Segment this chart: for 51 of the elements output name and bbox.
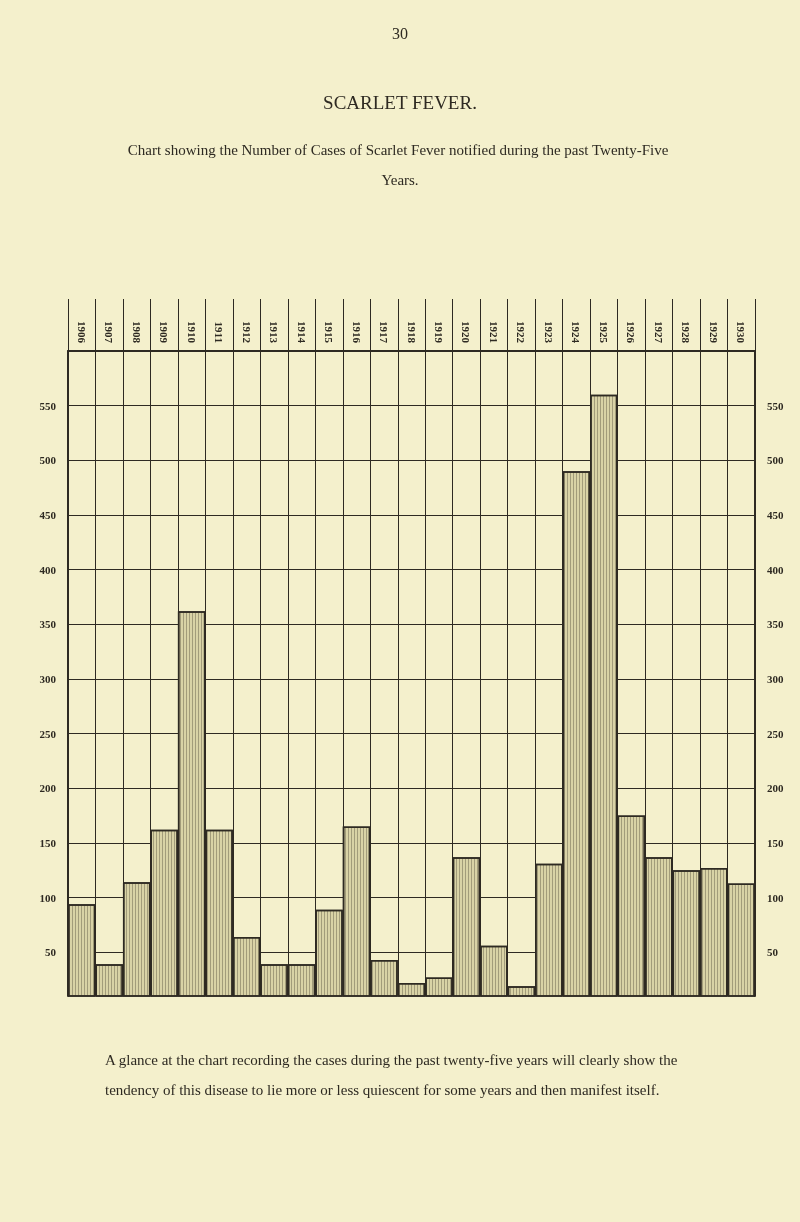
y2-tick-label: 550 — [767, 399, 784, 412]
x-tick-label: 1913 — [268, 321, 281, 344]
x-tick-label: 1923 — [542, 321, 555, 344]
x-tick-label: 1927 — [652, 321, 665, 344]
y-tick-label: 400 — [39, 563, 57, 576]
chart-title: SCARLET FEVER. — [323, 92, 477, 113]
y-tick-label: 250 — [39, 727, 57, 740]
y-tick-label: 350 — [39, 618, 57, 631]
y-tick-label: 500 — [39, 454, 57, 467]
x-tick-label: 1912 — [240, 321, 253, 344]
y2-tick-label: 500 — [767, 454, 784, 467]
y2-tick-label: 450 — [767, 508, 784, 521]
y-tick-label: 300 — [39, 672, 57, 685]
x-tick-label: 1920 — [460, 321, 473, 344]
y-tick-label: 100 — [39, 891, 57, 904]
x-tick-label: 1907 — [103, 321, 116, 344]
y2-tick-label: 150 — [767, 836, 784, 849]
x-tick-label: 1908 — [130, 321, 143, 344]
x-tick-label: 1922 — [515, 321, 528, 344]
x-tick-label: 1930 — [735, 321, 748, 344]
x-tick-label: 1917 — [378, 321, 391, 344]
x-tick-label: 1918 — [405, 321, 418, 344]
x-tick-label: 1926 — [625, 321, 638, 344]
x-tick-label: 1915 — [323, 321, 336, 344]
y2-tick-label: 300 — [767, 672, 784, 685]
y-tick-label: 200 — [39, 782, 57, 795]
x-tick-label: 1924 — [570, 321, 583, 344]
x-tick-label: 1909 — [158, 321, 171, 344]
x-tick-label: 1914 — [295, 321, 308, 344]
y2-tick-label: 400 — [767, 563, 784, 576]
y-tick-label: 450 — [39, 508, 57, 521]
x-tick-label: 1906 — [75, 321, 88, 344]
x-tick-label: 1919 — [432, 321, 445, 344]
y2-tick-label: 100 — [767, 891, 784, 904]
y-tick-label: 550 — [39, 399, 57, 412]
x-tick-label: 1925 — [597, 321, 610, 344]
chart-subtitle: Chart showing the Number of Cases of Scarlet Fever notified during the past Twenty-Five Years. — [127, 142, 673, 188]
x-tick-label: 1911 — [213, 321, 226, 343]
text: 30 — [392, 24, 408, 42]
x-tick-label: 1921 — [487, 321, 500, 343]
x-tick-label: 1929 — [707, 321, 720, 344]
y-tick-label: 150 — [39, 836, 57, 849]
x-tick-label: 1910 — [185, 321, 198, 344]
y-tick-label: 50 — [45, 946, 57, 959]
y2-tick-label: 50 — [767, 946, 779, 959]
x-tick-label: 1928 — [680, 321, 693, 344]
x-tick-label: 1916 — [350, 321, 363, 344]
text: A glance at the chart recording the cases during the past twenty-five years will clearly show the tendency of this disease to lie more or less quiescent for some years and then manifest itself. — [105, 1052, 682, 1098]
y2-tick-label: 350 — [767, 618, 784, 631]
y2-tick-label: 200 — [767, 782, 784, 795]
y2-tick-label: 250 — [767, 727, 784, 740]
